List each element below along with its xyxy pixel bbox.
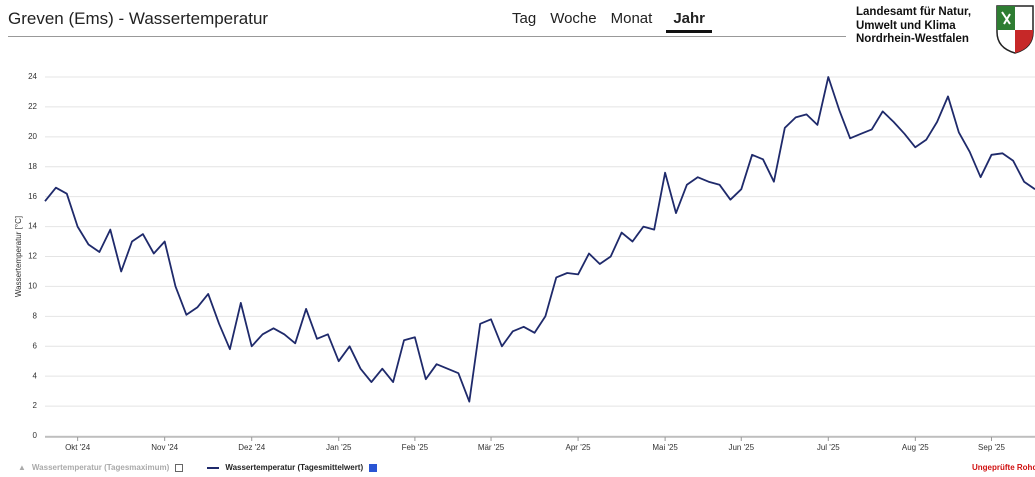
divider — [8, 36, 846, 37]
y-tick-label: 18 — [28, 162, 37, 171]
x-tick-label: Mär '25 — [478, 443, 505, 452]
tabs: Tag Woche Monat Jahr — [512, 10, 712, 33]
raw-data-note: Ungeprüfte Rohdaten — [972, 463, 1035, 472]
x-tick-label: Apr '25 — [566, 443, 592, 452]
x-tick-label: Mai '25 — [652, 443, 678, 452]
y-tick-label: 4 — [33, 371, 38, 380]
agency-line: Landesamt für Natur, — [856, 6, 972, 18]
y-tick-label: 14 — [28, 222, 37, 231]
agency-name: Landesamt für Natur, Umwelt und Klima Nord… — [856, 6, 971, 47]
x-tick-label: Jan '25 — [326, 443, 352, 452]
x-tick-label: Dez '24 — [238, 443, 265, 452]
y-tick-label: 8 — [33, 311, 38, 320]
tab[interactable]: Jahr — [666, 10, 712, 33]
y-tick-label: 2 — [33, 401, 38, 410]
x-tick-label: Aug '25 — [902, 443, 929, 452]
y-tick-label: 10 — [28, 282, 37, 291]
x-tick-label: Feb '25 — [402, 443, 429, 452]
data-line — [44, 76, 1035, 403]
checkbox[interactable] — [175, 463, 184, 472]
y-tick-label: 6 — [33, 341, 38, 350]
y-tick-label: 0 — [33, 431, 38, 440]
agency-line: Nordrhein-Westfalen — [856, 33, 969, 45]
legend-label: Wassertemperatur (Tagesmittelwert) — [225, 463, 364, 472]
checkbox[interactable] — [369, 463, 378, 472]
y-tick-label: 12 — [28, 252, 37, 261]
x-tick-label: Sep '25 — [978, 443, 1005, 452]
tab[interactable]: Woche — [550, 10, 597, 27]
legend-marker: ▲ — [18, 463, 26, 472]
legend-label: Wassertemperatur (Tagesmaximum) — [31, 463, 170, 472]
x-tick-label: Jul '25 — [817, 443, 840, 452]
y-tick-label: 24 — [28, 72, 37, 81]
x-tick-label: Jun '25 — [728, 443, 754, 452]
x-tick-label: Okt '24 — [65, 443, 91, 452]
logo — [996, 5, 1034, 54]
page-title: Greven (Ems) - Wassertemperatur — [8, 9, 269, 28]
y-tick-label: 22 — [28, 102, 37, 111]
tab[interactable]: Monat — [610, 10, 653, 27]
y-axis-label: Wassertemperatur [°C] — [14, 216, 23, 297]
tab[interactable]: Tag — [512, 10, 537, 27]
agency-line: Umwelt und Klima — [856, 19, 956, 32]
y-tick-label: 16 — [28, 192, 37, 201]
legend-swatch — [207, 466, 220, 469]
x-tick-label: Nov '24 — [151, 443, 178, 452]
y-tick-label: 20 — [28, 132, 37, 141]
legend: ▲ Wassertemperatur (Tagesmaximum) Wasser… — [18, 463, 378, 472]
